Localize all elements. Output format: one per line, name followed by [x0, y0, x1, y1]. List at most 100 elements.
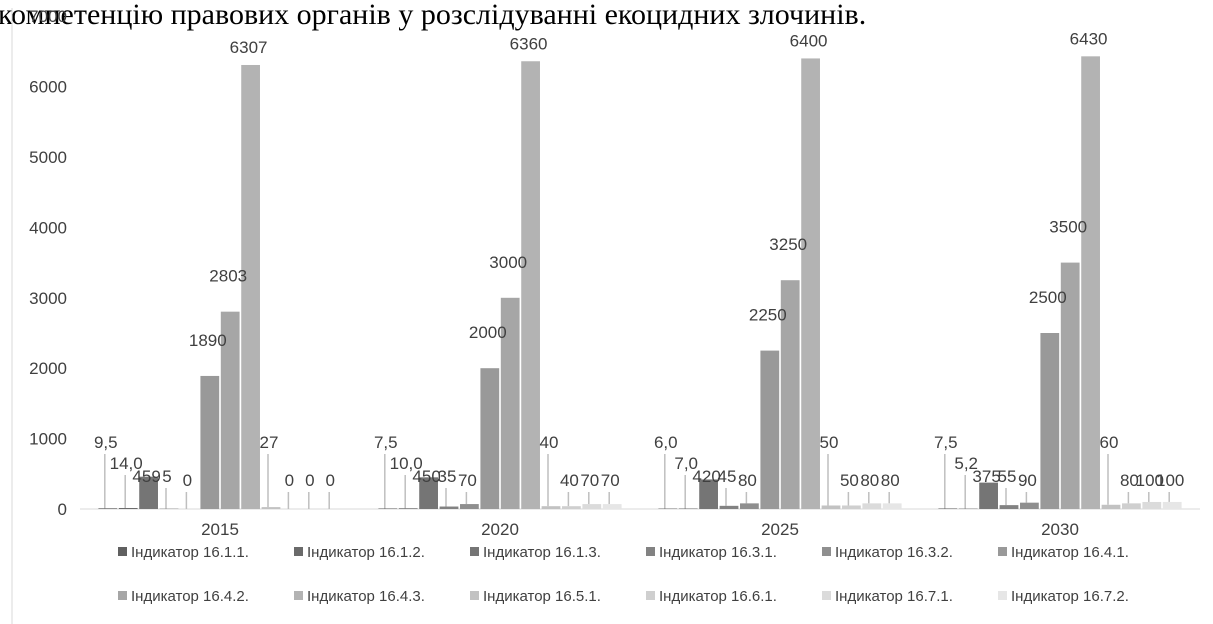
data-label: 60 [1100, 433, 1119, 452]
legend-swatch [294, 591, 303, 600]
data-label: 6360 [510, 34, 548, 53]
bar [602, 504, 622, 509]
bar [261, 507, 281, 509]
data-label: 6400 [790, 31, 828, 50]
bar [419, 477, 438, 509]
bar [139, 476, 158, 509]
data-label: 0 [285, 471, 294, 490]
data-label: 5 [162, 467, 171, 486]
legend-swatch [646, 591, 655, 600]
x-tick-label: 2015 [201, 520, 239, 539]
y-axis-ticks: 0 1000 2000 3000 4000 5000 6000 7000 [29, 7, 67, 519]
legend-entry: Індикатор 16.3.2. [835, 544, 953, 561]
legend-swatch [998, 591, 1007, 600]
data-label: 0 [325, 471, 334, 490]
bar [118, 508, 138, 509]
bar [801, 58, 820, 509]
legend-swatch [822, 547, 831, 556]
data-label: 9,5 [94, 433, 118, 452]
bar [1101, 504, 1121, 509]
legend-entry: Індикатор 16.1.3. [483, 544, 601, 561]
data-label: 459 [132, 467, 160, 486]
legend-swatch [646, 547, 655, 556]
legend-entry: Індикатор 16.4.3. [307, 588, 425, 605]
data-label: 90 [1018, 471, 1037, 490]
data-label: 80 [860, 471, 879, 490]
y-tick-label: 1000 [29, 430, 67, 449]
bar [398, 508, 418, 509]
data-label: 6430 [1070, 29, 1108, 48]
data-label: 40 [540, 433, 559, 452]
bars [98, 56, 1182, 510]
y-tick-label: 7000 [29, 7, 67, 26]
data-label: 70 [601, 471, 620, 490]
data-label: 2250 [749, 306, 787, 325]
data-label: 2500 [1029, 288, 1067, 307]
y-tick-label: 4000 [29, 218, 67, 237]
bar [1020, 502, 1039, 509]
bar [1081, 56, 1100, 509]
bar [938, 508, 958, 509]
data-label: 450 [412, 467, 440, 486]
data-label: 14,0 [110, 454, 143, 473]
legend-swatch [998, 547, 1007, 556]
bar [979, 482, 998, 509]
bar [862, 503, 882, 509]
legend-swatch [470, 547, 479, 556]
legend-swatch [822, 591, 831, 600]
data-label: 6,0 [654, 433, 678, 452]
data-label: 7,5 [934, 433, 958, 452]
bar [220, 311, 240, 509]
bar [562, 506, 581, 509]
data-label-leader-lines [104, 454, 1170, 509]
bar [241, 64, 260, 510]
bar [842, 505, 861, 509]
data-label: 50 [820, 433, 839, 452]
data-label: 100 [1156, 471, 1184, 490]
data-label: 45 [718, 467, 737, 486]
legend-entry: Індикатор 16.7.1. [835, 588, 953, 605]
legend: Індикатор 16.1.1. Індикатор 16.1.2. Індика… [118, 544, 1129, 605]
x-tick-label: 2030 [1041, 520, 1079, 539]
bar [582, 504, 602, 509]
data-label: 3500 [1049, 218, 1087, 237]
bar [699, 479, 718, 509]
bar [882, 503, 902, 509]
bar [740, 503, 759, 509]
legend-entry: Індикатор 16.1.1. [131, 544, 249, 561]
legend-swatch [118, 547, 127, 556]
bar [999, 505, 1019, 509]
page-heading: компетенцію правових органів у розслідув… [0, 0, 866, 31]
data-label: 70 [580, 471, 599, 490]
data-label: 6307 [230, 38, 268, 57]
legend-entry: Індикатор 16.7.2. [1011, 588, 1129, 605]
data-label: 35 [438, 467, 457, 486]
data-label: 3000 [489, 253, 527, 272]
bar [1060, 262, 1080, 509]
data-label: 50 [840, 471, 859, 490]
data-label: 100 [1136, 471, 1164, 490]
legend-entry: Індикатор 16.4.1. [1011, 544, 1129, 561]
bar [1162, 501, 1182, 509]
bar [760, 350, 780, 509]
legend-entry: Індикатор 16.4.2. [131, 588, 249, 605]
bar [200, 375, 220, 509]
y-tick-label: 3000 [29, 289, 67, 308]
data-label: 5,2 [954, 454, 978, 473]
data-label: 10,0 [390, 454, 423, 473]
data-label: 80 [881, 471, 900, 490]
data-label: 2803 [209, 267, 247, 286]
data-label: 27 [260, 433, 279, 452]
data-label: 420 [692, 467, 720, 486]
data-label: 80 [1120, 471, 1139, 490]
x-tick-label: 2025 [761, 520, 799, 539]
bar [1122, 503, 1141, 509]
legend-swatch [294, 547, 303, 556]
legend-entry: Індикатор 16.3.1. [659, 544, 777, 561]
bar [521, 61, 540, 509]
data-label: 7,0 [674, 454, 698, 473]
data-label: 0 [305, 471, 314, 490]
data-label: 7,5 [374, 433, 398, 452]
